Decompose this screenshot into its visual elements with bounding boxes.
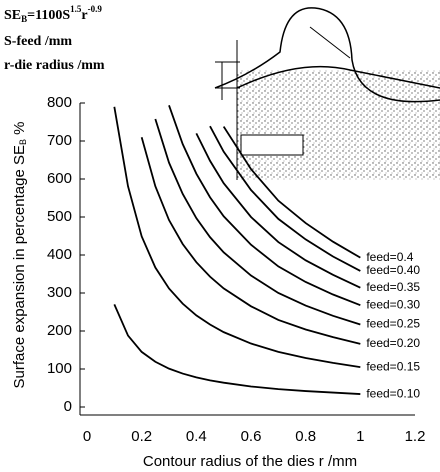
y-tick-label: 300 — [47, 284, 72, 301]
x-tick-label: 0 — [83, 428, 91, 445]
x-tick-label: 1 — [356, 428, 364, 445]
legend-label: feed=0.15 — [366, 359, 420, 373]
x-tick-label: 0.4 — [186, 428, 207, 445]
die-outline — [214, 7, 440, 103]
curve — [113, 304, 361, 395]
curve — [168, 104, 361, 306]
y-tick-label: 600 — [47, 170, 72, 187]
inset-diagram — [214, 7, 440, 180]
material-box — [240, 134, 304, 156]
legend-label: feed=0.35 — [366, 280, 420, 294]
feed-definition: S-feed /mm — [4, 34, 72, 49]
legend-label: feed=0.25 — [366, 317, 420, 331]
curve — [140, 136, 361, 345]
y-tick-label: 0 — [64, 398, 72, 415]
y-tick-label: 500 — [47, 208, 72, 225]
curve — [113, 106, 361, 368]
legend-label: feed=0.10 — [366, 386, 420, 400]
y-axis-title: Surface expansion in percentage SEB % — [11, 121, 28, 388]
x-tick-label: 0.8 — [295, 428, 316, 445]
radius-definition: r-die radius /mm — [4, 58, 105, 73]
x-tick-label: 1.2 — [405, 428, 426, 445]
y-tick-label: 100 — [47, 360, 72, 377]
y-tick-label: 700 — [47, 132, 72, 149]
curve — [195, 132, 361, 289]
y-tick-label: 400 — [47, 246, 72, 263]
x-tick-label: 0.6 — [241, 428, 262, 445]
y-tick-label: 200 — [47, 322, 72, 339]
curve — [222, 126, 361, 259]
x-tick-label: 0.2 — [131, 428, 152, 445]
x-axis-title: Contour radius of the dies r /mm — [143, 453, 357, 470]
legend-label: feed=0.30 — [366, 297, 420, 311]
legend-label: feed=0.4 — [366, 250, 413, 264]
formula: SEB=1100S1.5r-0.9 — [4, 4, 102, 24]
legend-label: feed=0.40 — [366, 263, 420, 277]
curve — [154, 118, 361, 326]
material-region — [237, 70, 440, 180]
curve — [209, 125, 361, 272]
material-surface — [236, 65, 440, 89]
legend-label: feed=0.20 — [366, 336, 420, 350]
radius-arrow — [309, 26, 351, 59]
y-tick-label: 800 — [47, 94, 72, 111]
